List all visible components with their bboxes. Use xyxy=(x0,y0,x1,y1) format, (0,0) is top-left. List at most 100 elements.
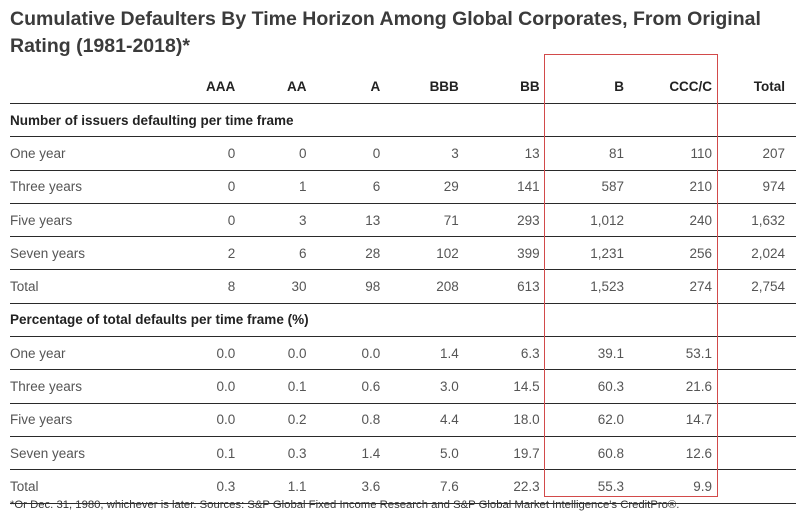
column-header: CCC/C xyxy=(624,70,713,104)
table-cell: 60.8 xyxy=(539,436,625,471)
column-header: AA xyxy=(235,70,307,104)
table-cell: 18.0 xyxy=(458,403,540,437)
table-row: Total 8 30 98 208 613 1,523 274 2,754 xyxy=(10,269,796,304)
row-label: Seven years xyxy=(10,436,162,471)
table-cell: 60.3 xyxy=(539,369,625,404)
table-cell: 1,231 xyxy=(539,236,625,271)
row-label: Five years xyxy=(10,403,162,437)
table-title: Cumulative Defaulters By Time Horizon Am… xyxy=(10,8,761,57)
table-cell: 28 xyxy=(306,236,381,271)
table-cell xyxy=(712,336,796,371)
table-cell: 13 xyxy=(306,203,381,238)
table-cell: 0.3 xyxy=(235,436,307,471)
table-cell: 14.7 xyxy=(624,403,713,437)
table-cell: 0.0 xyxy=(235,336,307,371)
table-cell: 1.1 xyxy=(235,469,307,504)
defaulters-table: AAA AA A BBB BB B CCC/C Total Number of issuers… xyxy=(10,70,796,504)
row-label: Total xyxy=(10,469,162,504)
table-cell: 8 xyxy=(161,269,236,304)
column-header: BBB xyxy=(380,70,459,104)
table-cell: 210 xyxy=(624,170,713,204)
table-cell: 2,024 xyxy=(712,236,796,271)
table-cell: 1,523 xyxy=(539,269,625,304)
table-row: One year 0 0 0 3 13 81 110 207 xyxy=(10,136,796,171)
table-cell: 141 xyxy=(458,170,540,204)
table-cell: 98 xyxy=(306,269,381,304)
table-cell xyxy=(712,436,796,471)
table-cell: 55.3 xyxy=(539,469,625,504)
table-cell: 3 xyxy=(235,203,307,238)
table-cell xyxy=(712,469,796,504)
table-cell: 399 xyxy=(458,236,540,271)
table-cell: 208 xyxy=(380,269,459,304)
table-cell: 53.1 xyxy=(624,336,713,371)
table-cell: 39.1 xyxy=(539,336,625,371)
table-cell: 0.0 xyxy=(161,403,236,437)
section-heading-row: Number of issuers defaulting per time fr… xyxy=(10,103,796,138)
table-cell: 613 xyxy=(458,269,540,304)
table-cell: 7.6 xyxy=(380,469,459,504)
table-cell: 0 xyxy=(235,136,307,171)
table-cell: 1 xyxy=(235,170,307,204)
table-cell xyxy=(712,403,796,437)
table-cell: 81 xyxy=(539,136,625,171)
table-cell: 3.0 xyxy=(380,369,459,404)
table-cell: 12.6 xyxy=(624,436,713,471)
row-label: Three years xyxy=(10,369,162,404)
table-cell: 0.2 xyxy=(235,403,307,437)
table-row: Five years 0.0 0.2 0.8 4.4 18.0 62.0 14.7 xyxy=(10,403,796,437)
table-cell: 21.6 xyxy=(624,369,713,404)
row-label: Three years xyxy=(10,170,162,204)
table-cell: 0 xyxy=(161,136,236,171)
table-cell: 6.3 xyxy=(458,336,540,371)
section-heading: Percentage of total defaults per time fr… xyxy=(10,303,796,338)
table-cell: 587 xyxy=(539,170,625,204)
table-cell: 6 xyxy=(235,236,307,271)
column-header: AAA xyxy=(161,70,236,104)
table-cell: 274 xyxy=(624,269,713,304)
table-cell: 0.3 xyxy=(161,469,236,504)
column-header: Total xyxy=(712,70,796,104)
table-cell: 240 xyxy=(624,203,713,238)
section-heading: Number of issuers defaulting per time fr… xyxy=(10,103,796,138)
table-cell: 0 xyxy=(161,170,236,204)
row-label: One year xyxy=(10,136,162,171)
section-heading-row: Percentage of total defaults per time fr… xyxy=(10,303,796,338)
table-cell: 2 xyxy=(161,236,236,271)
table-cell: 5.0 xyxy=(380,436,459,471)
table-cell xyxy=(712,369,796,404)
table-cell: 0.6 xyxy=(306,369,381,404)
header-row: AAA AA A BBB BB B CCC/C Total xyxy=(10,70,796,104)
table-cell: 293 xyxy=(458,203,540,238)
table-cell: 0.0 xyxy=(306,336,381,371)
table-row: Three years 0 1 6 29 141 587 210 974 xyxy=(10,170,796,204)
table-cell: 2,754 xyxy=(712,269,796,304)
table-row: Five years 0 3 13 71 293 1,012 240 1,632 xyxy=(10,203,796,238)
row-label: One year xyxy=(10,336,162,371)
row-label: Seven years xyxy=(10,236,162,271)
table-cell: 1,012 xyxy=(539,203,625,238)
footnote: *Or Dec. 31, 1980, whichever is later. S… xyxy=(10,499,680,511)
header-cell-empty xyxy=(10,70,162,104)
row-label: Five years xyxy=(10,203,162,238)
column-header: B xyxy=(539,70,625,104)
table-cell: 22.3 xyxy=(458,469,540,504)
table-cell: 30 xyxy=(235,269,307,304)
table-cell: 3.6 xyxy=(306,469,381,504)
table-cell: 207 xyxy=(712,136,796,171)
table-cell: 0.0 xyxy=(161,336,236,371)
table-cell: 1.4 xyxy=(306,436,381,471)
table-cell: 71 xyxy=(380,203,459,238)
table-cell: 19.7 xyxy=(458,436,540,471)
table-cell: 13 xyxy=(458,136,540,171)
table-cell: 1,632 xyxy=(712,203,796,238)
table-cell: 1.4 xyxy=(380,336,459,371)
column-header: A xyxy=(306,70,381,104)
table-row: Seven years 0.1 0.3 1.4 5.0 19.7 60.8 12.6 xyxy=(10,436,796,471)
table-cell: 62.0 xyxy=(539,403,625,437)
table-cell: 110 xyxy=(624,136,713,171)
table-cell: 0.0 xyxy=(161,369,236,404)
table-cell: 4.4 xyxy=(380,403,459,437)
row-label: Total xyxy=(10,269,162,304)
table-cell: 6 xyxy=(306,170,381,204)
